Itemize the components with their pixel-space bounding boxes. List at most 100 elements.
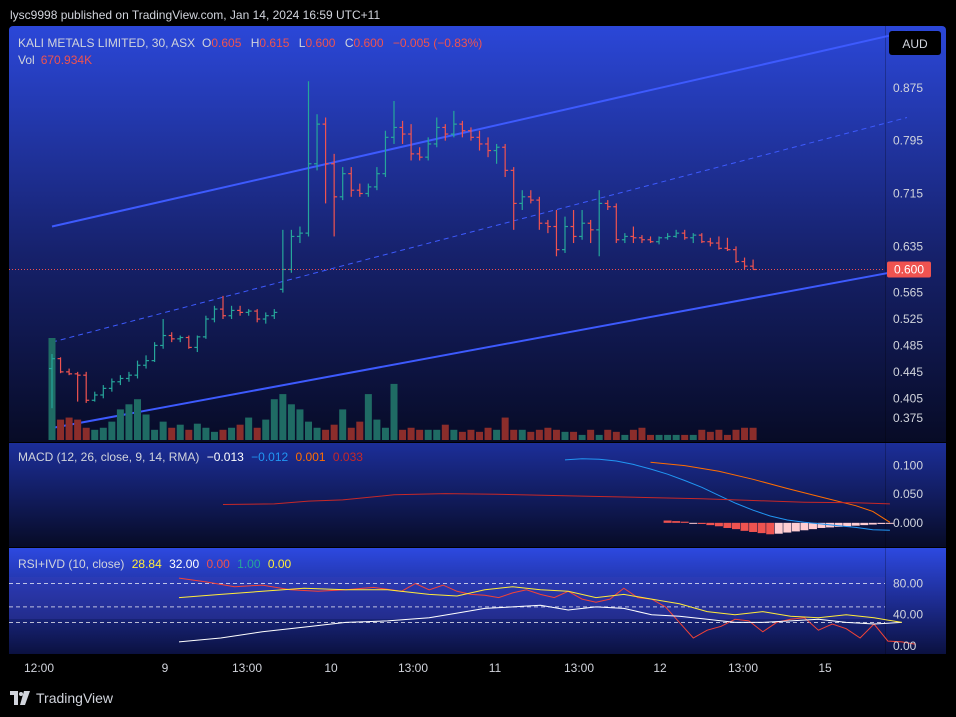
chart-frame[interactable]: 0.875 0.795 0.715 0.635 0.565 0.525 0.485 0.445… xyxy=(9,26,946,683)
volume-bar xyxy=(518,429,526,440)
price-candle xyxy=(108,378,115,392)
macd-histogram-bar xyxy=(860,522,869,526)
macd-histogram-bar xyxy=(732,522,740,530)
price-candle xyxy=(510,167,517,230)
price-candle xyxy=(399,120,406,144)
price-candle xyxy=(100,385,107,399)
price-candle xyxy=(177,335,184,343)
volume-bar xyxy=(535,429,543,440)
price-candle xyxy=(647,236,654,244)
rsi-legend-v4: 1.00 xyxy=(237,557,261,571)
price-candle xyxy=(211,305,218,323)
price-candle xyxy=(314,114,321,171)
price-candle xyxy=(416,147,423,161)
volume-bar xyxy=(270,399,278,440)
price-candle xyxy=(741,257,748,270)
macd-histogram-bar xyxy=(689,522,698,524)
macd-histogram-bar xyxy=(706,522,715,526)
close-label: C xyxy=(345,36,354,50)
macd-plot xyxy=(222,458,894,535)
price-candle xyxy=(356,183,363,197)
last-price-badge-bg xyxy=(887,261,931,278)
price-candle xyxy=(151,342,158,362)
volume-bar xyxy=(689,434,697,440)
volume-bar xyxy=(749,427,757,440)
rsi-axis-label: 0.00 xyxy=(893,639,917,653)
price-candle xyxy=(382,130,389,177)
volume-bar xyxy=(236,424,244,440)
time-axis-label: 13:00 xyxy=(232,661,262,675)
macd-histogram-bar xyxy=(834,522,843,527)
price-candle xyxy=(408,124,415,161)
price-candle xyxy=(562,216,568,253)
currency-button-bg[interactable] xyxy=(889,31,941,55)
volume-bar xyxy=(305,421,312,440)
price-candle xyxy=(160,319,167,349)
price-candle xyxy=(553,210,560,257)
volume-bar xyxy=(373,419,381,440)
price-candle xyxy=(690,233,697,244)
macd-histogram-bar xyxy=(885,522,894,524)
volume-bar xyxy=(732,429,740,440)
volume-bar xyxy=(347,427,355,440)
volume-bar xyxy=(322,429,330,440)
price-candle xyxy=(698,233,705,244)
rsi-legend: RSI+IVD (10, close) 28.84 32.00 0.00 1.0… xyxy=(18,557,292,571)
price-candle xyxy=(681,229,688,240)
rsi-legend-v3: 0.00 xyxy=(206,557,230,571)
trend-channel[interactable] xyxy=(51,30,908,430)
price-candle xyxy=(638,235,645,244)
volume-bar xyxy=(159,421,167,440)
macd-legend-v4: 0.033 xyxy=(333,450,363,464)
volume-bar xyxy=(467,429,475,440)
price-candle xyxy=(544,219,551,234)
volume-bar xyxy=(621,434,629,440)
price-candle xyxy=(91,391,98,402)
tradingview-logo-icon xyxy=(10,691,30,705)
time-axis-label: 13:00 xyxy=(398,661,428,675)
time-axis-label: 10 xyxy=(324,661,338,675)
volume-bar xyxy=(193,423,201,440)
currency-button[interactable]: AUD xyxy=(902,37,928,51)
volume-bar xyxy=(561,431,569,440)
volume-bar xyxy=(82,427,90,440)
price-axis-label: 0.565 xyxy=(893,286,923,300)
time-axis-label: 12 xyxy=(653,661,667,675)
volume-bar xyxy=(125,404,133,440)
high-value: 0.615 xyxy=(259,36,289,50)
volume-bar xyxy=(424,429,432,440)
volume-bar xyxy=(706,431,714,440)
high-label: H xyxy=(251,36,260,50)
macd-histogram-bar xyxy=(868,522,877,525)
volume-bar xyxy=(595,434,603,440)
volume-bar xyxy=(364,394,372,440)
volume-bar xyxy=(672,434,680,440)
macd-legend-v1: −0.013 xyxy=(207,450,244,464)
macd-series-line xyxy=(650,461,891,523)
chart-svg[interactable]: 0.875 0.795 0.715 0.635 0.565 0.525 0.485 0.445… xyxy=(9,26,946,683)
macd-histogram-bar xyxy=(663,520,672,523)
price-candle xyxy=(425,137,432,161)
price-candle xyxy=(168,332,175,343)
volume-bar xyxy=(433,429,441,440)
volume-bar xyxy=(715,429,723,440)
macd-histogram-bar xyxy=(774,522,783,534)
macd-histogram-bar xyxy=(808,522,817,530)
volume-bar xyxy=(202,427,210,440)
price-candle xyxy=(502,143,509,177)
price-candle xyxy=(117,375,124,386)
volume-bar xyxy=(99,427,107,440)
rsi-series-line xyxy=(178,586,902,623)
tradingview-footer[interactable]: TradingView xyxy=(10,690,113,706)
price-candle xyxy=(245,309,252,316)
volume-bar xyxy=(219,429,227,440)
price-candle xyxy=(715,236,722,250)
volume-readout: Vol 670.934K xyxy=(18,53,92,67)
volume-bar xyxy=(501,417,509,440)
main-pane-bg xyxy=(9,26,946,442)
price-candle xyxy=(271,309,278,320)
volume-bar xyxy=(262,419,270,440)
price-candle xyxy=(228,305,235,320)
price-axis-label: 0.375 xyxy=(893,411,923,425)
time-axis-label: 9 xyxy=(162,661,169,675)
